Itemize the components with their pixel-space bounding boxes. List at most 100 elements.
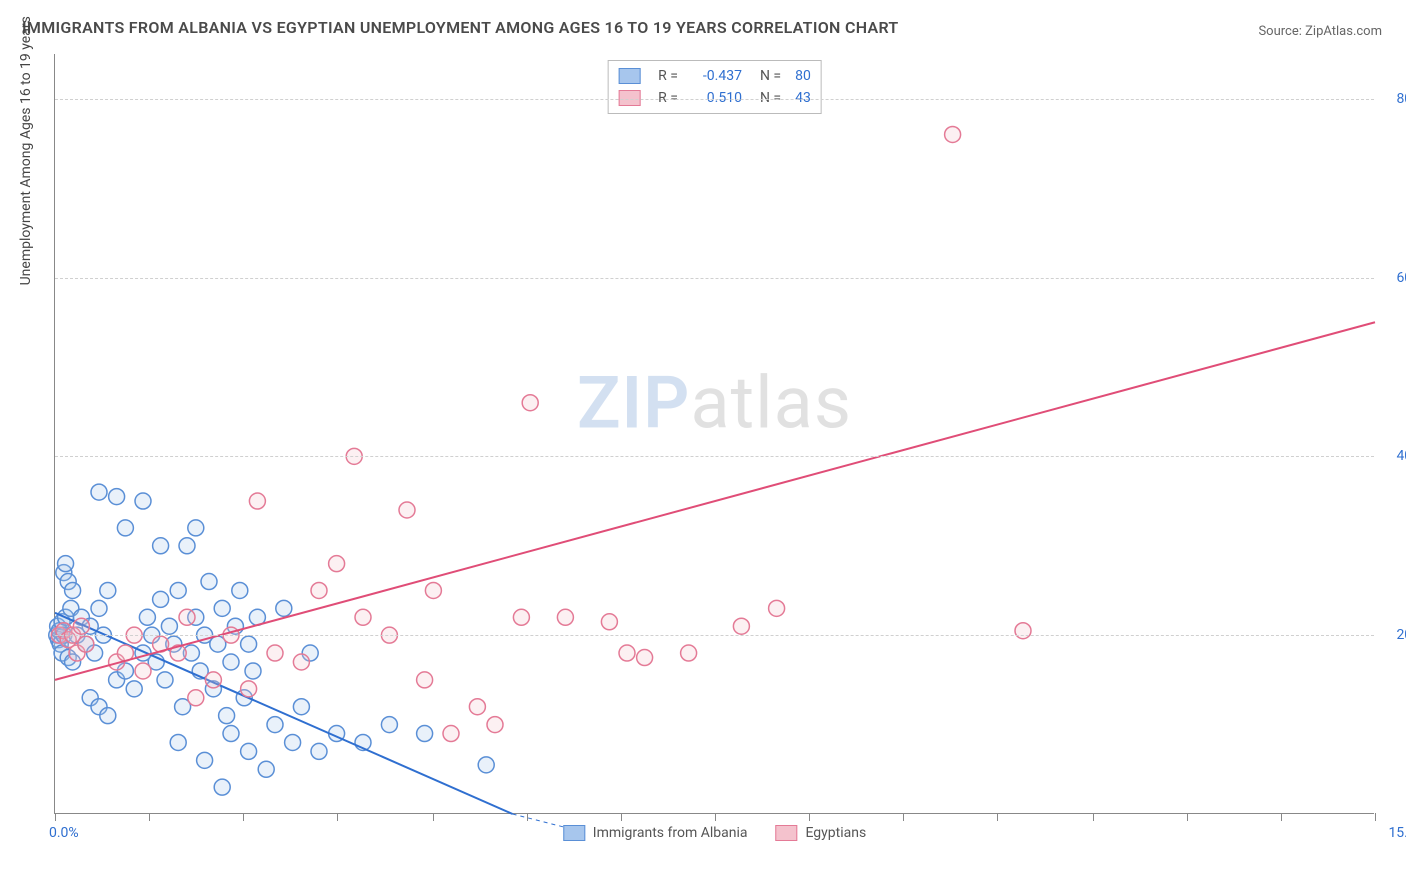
x-axis-max-label: 15.0% [1388,825,1406,841]
scatter-point [245,663,261,679]
legend-item: Immigrants from Albania [563,825,748,841]
x-tick [1187,813,1188,821]
scatter-point [769,600,785,616]
scatter-point [267,717,283,733]
scatter-point [100,582,116,598]
scatter-point [417,726,433,742]
scatter-point [487,717,503,733]
source-value: ZipAtlas.com [1305,24,1382,39]
scatter-point [188,520,204,536]
x-axis-min-label: 0.0% [49,825,79,841]
scatter-point [276,600,292,616]
scatter-point [522,395,538,411]
scatter-point [153,538,169,554]
scatter-point [73,618,89,634]
x-tick [809,813,810,821]
scatter-point [65,582,81,598]
gridline [55,635,1374,636]
scatter-point [188,690,204,706]
scatter-point [109,489,125,505]
scatter-point [381,717,397,733]
legend-label: Immigrants from Albania [593,825,748,841]
scatter-point [399,502,415,518]
scatter-point [241,636,257,652]
scatter-point [619,645,635,661]
source-label: Source: [1258,24,1301,39]
scatter-point [311,743,327,759]
scatter-point [258,761,274,777]
legend-item: Egyptians [775,825,866,841]
y-axis-label: Unemployment Among Ages 16 to 19 years [18,16,34,285]
scatter-point [223,654,239,670]
y-tick-label: 40.0% [1396,448,1406,464]
scatter-point [478,757,494,773]
scatter-point [285,734,301,750]
x-tick [715,813,716,821]
scatter-point [135,493,151,509]
x-tick [1281,813,1282,821]
scatter-point [557,609,573,625]
scatter-point [91,484,107,500]
scatter-point [117,520,133,536]
scatter-point [513,609,529,625]
scatter-point [681,645,697,661]
scatter-point [311,582,327,598]
x-tick [997,813,998,821]
scatter-point [223,726,239,742]
scatter-point [232,582,248,598]
scatter-point [78,636,94,652]
scatter-point [135,663,151,679]
scatter-point [219,708,235,724]
scatter-point [179,538,195,554]
scatter-point [249,493,265,509]
gridline [55,99,1374,100]
scatter-point [267,645,283,661]
chart-title: IMMIGRANTS FROM ALBANIA VS EGYPTIAN UNEM… [22,18,899,37]
scatter-point [241,743,257,759]
scatter-point [945,126,961,142]
gridline [55,456,1374,457]
scatter-point [329,556,345,572]
scatter-point [443,726,459,742]
x-tick [1375,813,1376,821]
x-tick [903,813,904,821]
legend-swatch [775,825,797,841]
scatter-point [153,591,169,607]
scatter-point [293,654,309,670]
scatter-point [161,618,177,634]
y-tick-label: 60.0% [1396,270,1406,286]
scatter-point [170,582,186,598]
x-tick [243,813,244,821]
scatter-point [214,600,230,616]
x-tick [527,813,528,821]
scatter-point [214,779,230,795]
scatter-point [201,574,217,590]
scatter-point [179,609,195,625]
x-tick [55,813,56,821]
legend-bottom: Immigrants from Albania Egyptians [563,825,866,841]
scatter-point [139,609,155,625]
scatter-point [197,752,213,768]
scatter-point [469,699,485,715]
x-tick [149,813,150,821]
y-tick-label: 80.0% [1396,91,1406,107]
scatter-point [1015,623,1031,639]
scatter-point [417,672,433,688]
x-tick [433,813,434,821]
scatter-point [637,650,653,666]
scatter-point [425,582,441,598]
legend-label: Egyptians [805,825,866,841]
scatter-point [170,734,186,750]
scatter-point [100,708,116,724]
x-tick [621,813,622,821]
gridline [55,278,1374,279]
scatter-point [601,614,617,630]
scatter-point [293,699,309,715]
scatter-point [733,618,749,634]
chart-plot-area: ZIPatlas R =-0.437N =80R =0.510N =43 0.0… [54,54,1374,814]
x-tick [337,813,338,821]
y-tick-label: 20.0% [1396,627,1406,643]
scatter-point [91,600,107,616]
scatter-plot-svg [55,54,1374,813]
legend-swatch [563,825,585,841]
